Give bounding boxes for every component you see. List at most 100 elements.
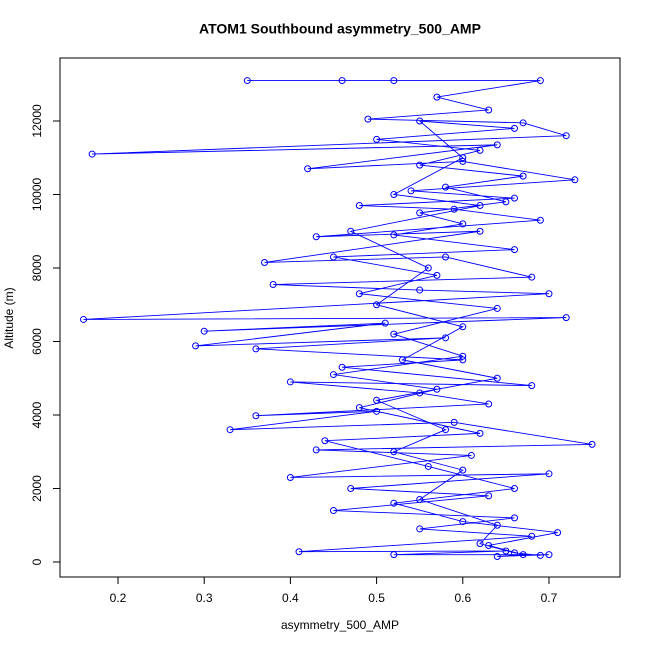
data-point: [502, 198, 510, 206]
data-point: [398, 356, 406, 364]
data-point: [321, 437, 329, 445]
data-point: [519, 551, 527, 559]
data-point: [485, 541, 493, 549]
data-point: [373, 396, 381, 404]
data-point: [416, 389, 424, 397]
data-point: [312, 446, 320, 454]
data-point: [442, 183, 450, 191]
data-point: [459, 154, 467, 162]
data-point: [226, 426, 234, 434]
data-point: [80, 315, 88, 323]
data-point: [519, 172, 527, 180]
data-point: [200, 327, 208, 335]
data-point: [329, 371, 337, 379]
data-point: [571, 176, 579, 184]
y-tick-label: 2000: [30, 475, 44, 502]
data-point: [243, 77, 251, 85]
data-point: [424, 462, 432, 470]
data-point: [252, 412, 260, 420]
data-point: [485, 492, 493, 500]
data-point: [510, 124, 518, 132]
x-tick-label: 0.2: [110, 591, 127, 605]
data-point: [88, 150, 96, 158]
data-point: [355, 290, 363, 298]
x-tick-label: 0.4: [282, 591, 299, 605]
data-point: [476, 540, 484, 548]
data-point: [528, 273, 536, 281]
data-point: [545, 551, 553, 559]
data-point: [338, 77, 346, 85]
data-point: [390, 448, 398, 456]
data-point: [416, 286, 424, 294]
data-point: [442, 253, 450, 261]
data-point: [528, 382, 536, 390]
x-tick-label: 0.5: [368, 591, 385, 605]
data-point: [459, 220, 467, 228]
data-point: [545, 290, 553, 298]
data-point: [510, 194, 518, 202]
data-point: [459, 323, 467, 331]
data-point: [416, 525, 424, 533]
data-point: [442, 426, 450, 434]
data-point: [493, 374, 501, 382]
data-point: [467, 451, 475, 459]
data-point: [493, 521, 501, 529]
data-point: [286, 378, 294, 386]
data-point: [459, 157, 467, 165]
data-point: [476, 227, 484, 235]
data-point: [424, 264, 432, 272]
data-point: [355, 202, 363, 210]
data-point: [433, 385, 441, 393]
data-point: [502, 547, 510, 555]
data-point: [312, 233, 320, 241]
data-point: [493, 552, 501, 560]
y-tick-label: 10000: [30, 177, 44, 211]
data-point: [192, 342, 200, 350]
data-point: [338, 363, 346, 371]
data-point: [562, 132, 570, 140]
data-point: [510, 485, 518, 493]
data-point: [329, 507, 337, 515]
data-point: [459, 356, 467, 364]
data-point: [381, 319, 389, 327]
data-point: [545, 470, 553, 478]
data-point: [510, 549, 518, 557]
x-tick-label: 0.7: [541, 591, 558, 605]
data-point: [407, 187, 415, 195]
data-point: [390, 231, 398, 239]
data-point: [269, 281, 277, 289]
data-point: [261, 258, 269, 266]
data-point: [510, 514, 518, 522]
x-tick-label: 0.6: [454, 591, 471, 605]
data-point: [476, 146, 484, 154]
y-tick-label: 8000: [30, 254, 44, 281]
y-tick-label: 4000: [30, 401, 44, 428]
x-axis-label: asymmetry_500_AMP: [281, 618, 399, 632]
data-point: [433, 271, 441, 279]
data-point: [390, 77, 398, 85]
data-point: [528, 532, 536, 540]
data-point: [416, 496, 424, 504]
data-point: [536, 216, 544, 224]
data-point: [493, 304, 501, 312]
data-point: [493, 141, 501, 149]
data-point: [450, 205, 458, 213]
data-point: [347, 227, 355, 235]
data-point: [536, 551, 544, 559]
data-point: [476, 202, 484, 210]
data-point: [390, 330, 398, 338]
data-point: [286, 473, 294, 481]
data-point: [390, 190, 398, 198]
y-axis-label: Altitude (m): [2, 287, 16, 348]
data-point: [459, 352, 467, 360]
y-tick-label: 0: [30, 558, 44, 565]
data-point: [554, 529, 562, 537]
data-point: [373, 135, 381, 143]
data-point: [459, 518, 467, 526]
data-point: [433, 93, 441, 101]
data-point: [329, 253, 337, 261]
data-point: [476, 429, 484, 437]
data-point: [347, 485, 355, 493]
data-point: [485, 400, 493, 408]
